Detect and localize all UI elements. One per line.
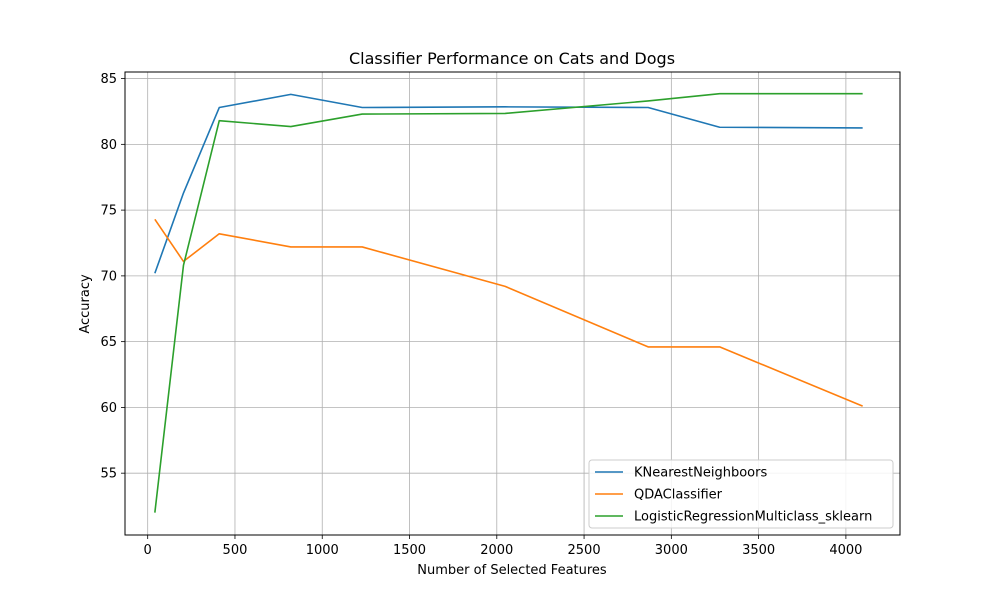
y-tick-label: 75 [100, 204, 117, 219]
series-line-2 [154, 218, 863, 407]
y-axis-label: Accuracy [78, 274, 93, 334]
legend-entry-label: QDAClassifier [634, 488, 723, 503]
x-axis-label: Number of Selected Features [417, 563, 607, 578]
y-tick-label: 70 [100, 269, 117, 284]
axis-ticks: 0 500 1000 1500 2000 2500 3000 3500 4000 55 60 65 70… [100, 72, 862, 558]
series-line-3 [154, 92, 863, 513]
x-tick-label: 0 [144, 543, 152, 558]
legend: KNearestNeighboors QDAClassifier LogisticR… [588, 459, 894, 529]
legend-box [588, 459, 894, 529]
y-tick-label: 60 [100, 401, 117, 416]
y-tick-label: 55 [100, 467, 117, 482]
chart-title: Classifier Performance on Cats and Dogs [349, 49, 675, 68]
legend-entry-label: KNearestNeighboors [634, 466, 767, 481]
plot-frame [124, 71, 901, 536]
y-tick-label: 65 [100, 335, 117, 350]
y-tick-label: 80 [100, 138, 117, 153]
series-line-1 [154, 93, 863, 274]
x-tick-label: 3000 [655, 543, 688, 558]
y-tick-label: 85 [100, 72, 117, 87]
x-tick-label: 2500 [568, 543, 601, 558]
x-tick-label: 4000 [829, 543, 862, 558]
x-tick-label: 500 [223, 543, 248, 558]
x-tick-label: 2000 [480, 543, 513, 558]
x-tick-label: 1500 [393, 543, 426, 558]
x-tick-label: 1000 [306, 543, 339, 558]
legend-entry-label: LogisticRegressionMulticlass_sklearn [634, 510, 872, 525]
series-lines [154, 92, 863, 513]
x-tick-label: 3500 [742, 543, 775, 558]
